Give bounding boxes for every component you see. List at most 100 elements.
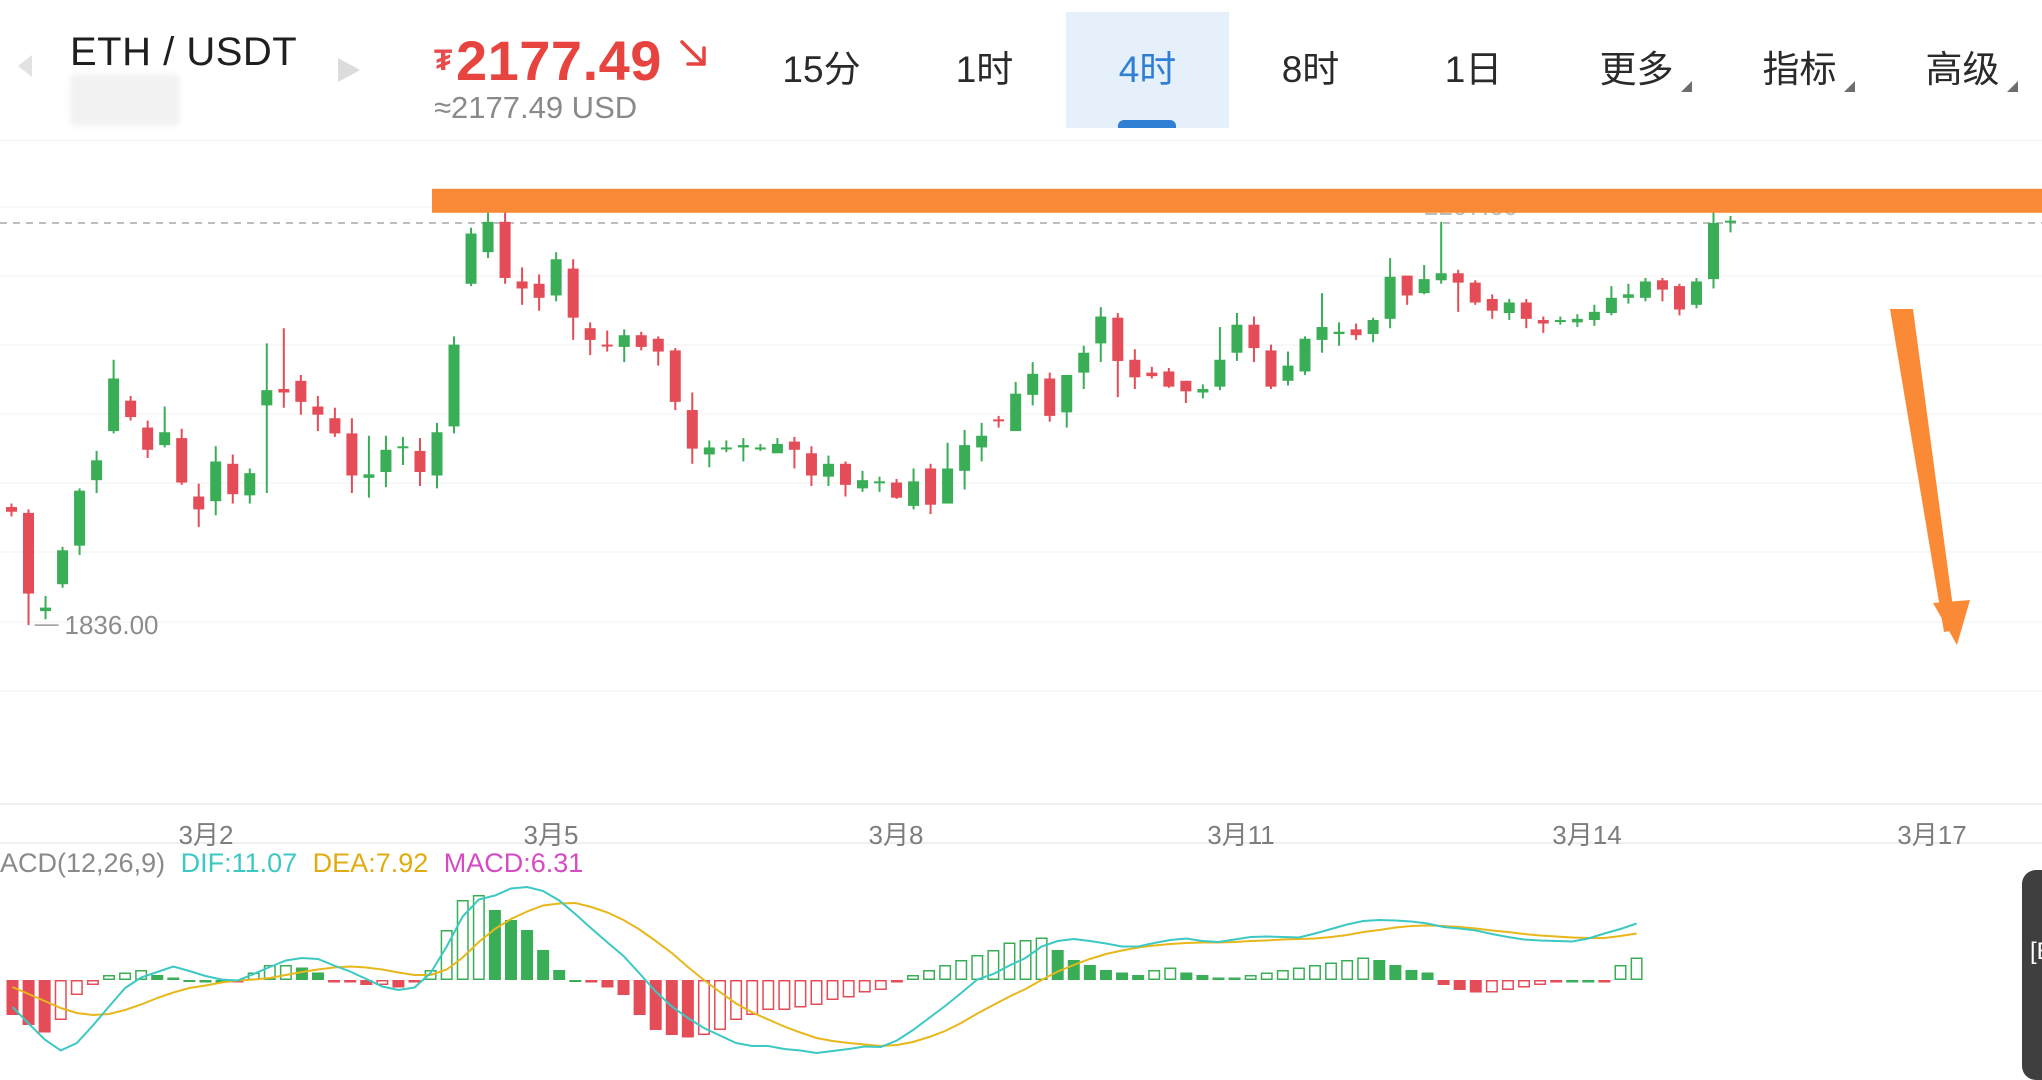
tab-label: 8时 bbox=[1281, 49, 1340, 90]
candle bbox=[210, 446, 222, 516]
tab-7[interactable]: 高级 bbox=[1881, 12, 2042, 128]
candle-body bbox=[1452, 273, 1464, 283]
candle bbox=[1725, 215, 1737, 233]
candle-body bbox=[363, 474, 375, 478]
candle-body bbox=[1588, 311, 1600, 321]
macd-bar bbox=[553, 970, 566, 980]
tab-label: 高级 bbox=[1925, 49, 2000, 90]
candle-body bbox=[1265, 350, 1277, 387]
tab-4[interactable]: 1日 bbox=[1392, 12, 1555, 128]
candle-body bbox=[1350, 329, 1362, 336]
macd-bar bbox=[1116, 972, 1129, 980]
candle-body bbox=[1537, 320, 1549, 324]
candle-body bbox=[414, 450, 426, 472]
candle bbox=[635, 331, 647, 351]
macd-legend: ACD(12,26,9) DIF:11.07 DEA:7.92 MACD:6.3… bbox=[0, 848, 591, 879]
candle-body bbox=[703, 447, 715, 455]
candle bbox=[942, 442, 954, 504]
candle-body bbox=[1044, 378, 1056, 416]
candle bbox=[993, 415, 1005, 428]
candle-body bbox=[618, 335, 630, 347]
pair-selector[interactable]: ETH / USDT bbox=[0, 0, 400, 140]
x-tick-label: 3月5 bbox=[524, 820, 579, 850]
side-drawer-handle[interactable] bbox=[2022, 870, 2042, 1080]
candle bbox=[720, 440, 732, 453]
candle bbox=[1605, 286, 1617, 316]
candle bbox=[976, 422, 988, 462]
macd-bar bbox=[681, 980, 694, 1038]
candle bbox=[652, 336, 664, 366]
candlestick-chart[interactable]: 1836.002207.603月23月53月83月113月143月17 bbox=[0, 140, 2042, 1080]
candle bbox=[1350, 323, 1362, 340]
candle-body bbox=[584, 328, 596, 340]
candle bbox=[6, 503, 17, 517]
tab-1[interactable]: 1时 bbox=[903, 12, 1066, 128]
tab-label: 1时 bbox=[955, 49, 1014, 90]
macd-bar bbox=[360, 980, 373, 985]
candle-body bbox=[193, 496, 205, 510]
candle-body bbox=[1316, 327, 1328, 340]
macd-bar bbox=[86, 980, 99, 985]
candle-body bbox=[227, 463, 239, 495]
tab-5[interactable]: 更多 bbox=[1555, 12, 1718, 128]
candle bbox=[584, 322, 596, 356]
macd-bar bbox=[1051, 950, 1064, 980]
macd-bar bbox=[1421, 972, 1434, 980]
candle-body bbox=[1622, 294, 1634, 298]
candle-body bbox=[550, 259, 562, 296]
macd-bar bbox=[1598, 980, 1611, 983]
macd-bar bbox=[183, 980, 196, 982]
candle-body bbox=[720, 447, 732, 450]
macd-bar bbox=[488, 910, 501, 980]
macd-bar bbox=[1614, 965, 1627, 980]
macd-bar bbox=[858, 980, 871, 993]
tab-3[interactable]: 8时 bbox=[1229, 12, 1392, 128]
candle bbox=[1333, 322, 1345, 346]
macd-bar bbox=[151, 975, 164, 980]
candle-body bbox=[788, 441, 800, 450]
candle-body bbox=[1401, 275, 1413, 296]
candle-body bbox=[210, 461, 222, 502]
candle-body bbox=[976, 435, 988, 448]
pair-title[interactable]: ETH / USDT bbox=[70, 30, 298, 74]
macd-bar bbox=[1067, 960, 1080, 980]
macd-bar bbox=[54, 980, 67, 1020]
dropdown-corner-icon bbox=[1681, 81, 1692, 92]
candle-body bbox=[1163, 371, 1175, 387]
candle-body bbox=[925, 468, 937, 505]
tab-0[interactable]: 15分 bbox=[740, 12, 903, 128]
expand-arrow-icon[interactable] bbox=[338, 58, 360, 82]
candle-body bbox=[771, 443, 783, 454]
macd-bar bbox=[328, 980, 341, 983]
candle-body bbox=[1129, 359, 1141, 378]
candle bbox=[312, 396, 324, 432]
macd-bar bbox=[6, 980, 19, 1015]
candle bbox=[669, 348, 681, 411]
candle-body bbox=[482, 221, 494, 253]
candle-body bbox=[1384, 276, 1396, 319]
candle bbox=[771, 438, 783, 454]
candle bbox=[1044, 372, 1056, 422]
candle bbox=[23, 509, 35, 626]
candle-body bbox=[1708, 222, 1719, 280]
blurred-avatar bbox=[70, 74, 180, 126]
candle bbox=[363, 435, 375, 498]
candle-body bbox=[6, 507, 17, 512]
back-icon[interactable] bbox=[18, 55, 32, 77]
candle bbox=[414, 438, 426, 487]
macd-bar bbox=[1244, 975, 1257, 980]
candle-body bbox=[278, 388, 290, 393]
macd-bar bbox=[714, 980, 727, 1030]
macd-bar bbox=[1357, 957, 1370, 980]
macd-bar bbox=[1437, 980, 1450, 985]
macd-bar bbox=[987, 950, 1000, 980]
candle-body bbox=[1027, 373, 1039, 395]
candle bbox=[499, 208, 511, 284]
candle bbox=[1061, 374, 1073, 428]
macd-bar bbox=[1132, 975, 1145, 980]
macd-bar bbox=[874, 980, 887, 990]
macd-value-label: MACD:6.31 bbox=[443, 848, 584, 878]
tab-6[interactable]: 指标 bbox=[1718, 12, 1881, 128]
candle-body bbox=[1146, 372, 1158, 377]
tab-2[interactable]: 4时 bbox=[1066, 12, 1229, 128]
